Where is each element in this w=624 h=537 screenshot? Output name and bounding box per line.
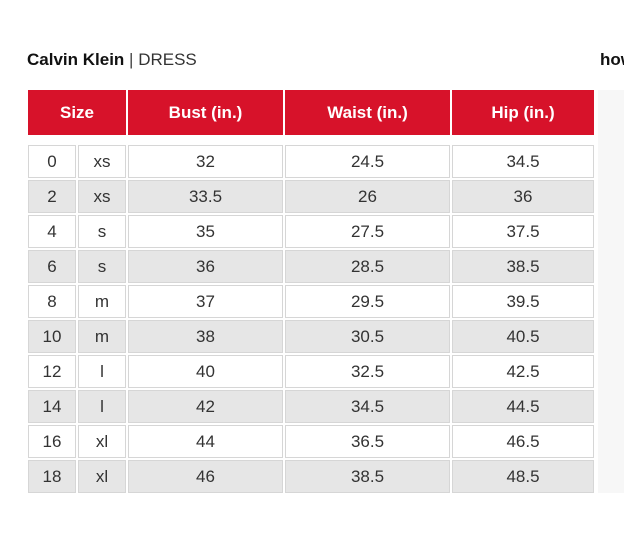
size-letter-cell: xs — [78, 180, 126, 213]
table-row: 0 xs 32 24.5 34.5 — [28, 145, 594, 178]
size-number-cell: 12 — [28, 355, 76, 388]
size-letter-cell: m — [78, 320, 126, 353]
size-letter-cell: s — [78, 215, 126, 248]
column-header-size: Size — [28, 90, 126, 135]
waist-cell: 26 — [285, 180, 450, 213]
size-letter-cell: l — [78, 390, 126, 423]
size-number-cell: 14 — [28, 390, 76, 423]
size-number-cell: 2 — [28, 180, 76, 213]
bust-cell: 37 — [128, 285, 283, 318]
table-row: 14 l 42 34.5 44.5 — [28, 390, 594, 423]
hip-cell: 39.5 — [452, 285, 594, 318]
waist-cell: 38.5 — [285, 460, 450, 493]
waist-cell: 30.5 — [285, 320, 450, 353]
bust-cell: 36 — [128, 250, 283, 283]
size-chart-heading: Calvin Klein | DRESS — [27, 50, 197, 70]
size-letter-cell: xl — [78, 460, 126, 493]
table-row: 16 xl 44 36.5 46.5 — [28, 425, 594, 458]
hip-cell: 48.5 — [452, 460, 594, 493]
heading-separator: | — [129, 50, 134, 69]
size-number-cell: 18 — [28, 460, 76, 493]
bust-cell: 44 — [128, 425, 283, 458]
truncated-heading-text: how — [600, 50, 624, 69]
hip-cell: 46.5 — [452, 425, 594, 458]
bust-cell: 35 — [128, 215, 283, 248]
hip-cell: 44.5 — [452, 390, 594, 423]
table-row: 10 m 38 30.5 40.5 — [28, 320, 594, 353]
size-letter-cell: m — [78, 285, 126, 318]
size-letter-cell: xl — [78, 425, 126, 458]
column-header-hip: Hip (in.) — [452, 90, 594, 135]
size-number-cell: 8 — [28, 285, 76, 318]
waist-cell: 29.5 — [285, 285, 450, 318]
table-row: 18 xl 46 38.5 48.5 — [28, 460, 594, 493]
bust-cell: 38 — [128, 320, 283, 353]
size-number-cell: 4 — [28, 215, 76, 248]
hip-cell: 40.5 — [452, 320, 594, 353]
hip-cell: 38.5 — [452, 250, 594, 283]
header-spacer — [28, 137, 594, 143]
table-row: 12 l 40 32.5 42.5 — [28, 355, 594, 388]
size-number-cell: 6 — [28, 250, 76, 283]
waist-cell: 32.5 — [285, 355, 450, 388]
size-letter-cell: l — [78, 355, 126, 388]
waist-cell: 28.5 — [285, 250, 450, 283]
table-row: 4 s 35 27.5 37.5 — [28, 215, 594, 248]
column-header-waist: Waist (in.) — [285, 90, 450, 135]
table-row: 6 s 36 28.5 38.5 — [28, 250, 594, 283]
bust-cell: 40 — [128, 355, 283, 388]
brand-name: Calvin Klein — [27, 50, 125, 69]
hip-cell: 42.5 — [452, 355, 594, 388]
table-row: 8 m 37 29.5 39.5 — [28, 285, 594, 318]
size-letter-cell: s — [78, 250, 126, 283]
hip-cell: 36 — [452, 180, 594, 213]
bust-cell: 42 — [128, 390, 283, 423]
waist-cell: 34.5 — [285, 390, 450, 423]
hip-cell: 37.5 — [452, 215, 594, 248]
garment-category: DRESS — [138, 50, 197, 69]
column-header-bust: Bust (in.) — [128, 90, 283, 135]
bust-cell: 33.5 — [128, 180, 283, 213]
size-number-cell: 16 — [28, 425, 76, 458]
waist-cell: 36.5 — [285, 425, 450, 458]
size-number-cell: 10 — [28, 320, 76, 353]
table-row: 2 xs 33.5 26 36 — [28, 180, 594, 213]
hip-cell: 34.5 — [452, 145, 594, 178]
side-panel — [598, 90, 624, 493]
table-body: 0 xs 32 24.5 34.5 2 xs 33.5 26 36 4 s 35 27.5 37.5 6 s 36… — [28, 137, 594, 493]
bust-cell: 32 — [128, 145, 283, 178]
bust-cell: 46 — [128, 460, 283, 493]
table-header-row: Size Bust (in.) Waist (in.) Hip (in.) — [28, 90, 594, 135]
size-letter-cell: xs — [78, 145, 126, 178]
waist-cell: 27.5 — [285, 215, 450, 248]
size-number-cell: 0 — [28, 145, 76, 178]
waist-cell: 24.5 — [285, 145, 450, 178]
